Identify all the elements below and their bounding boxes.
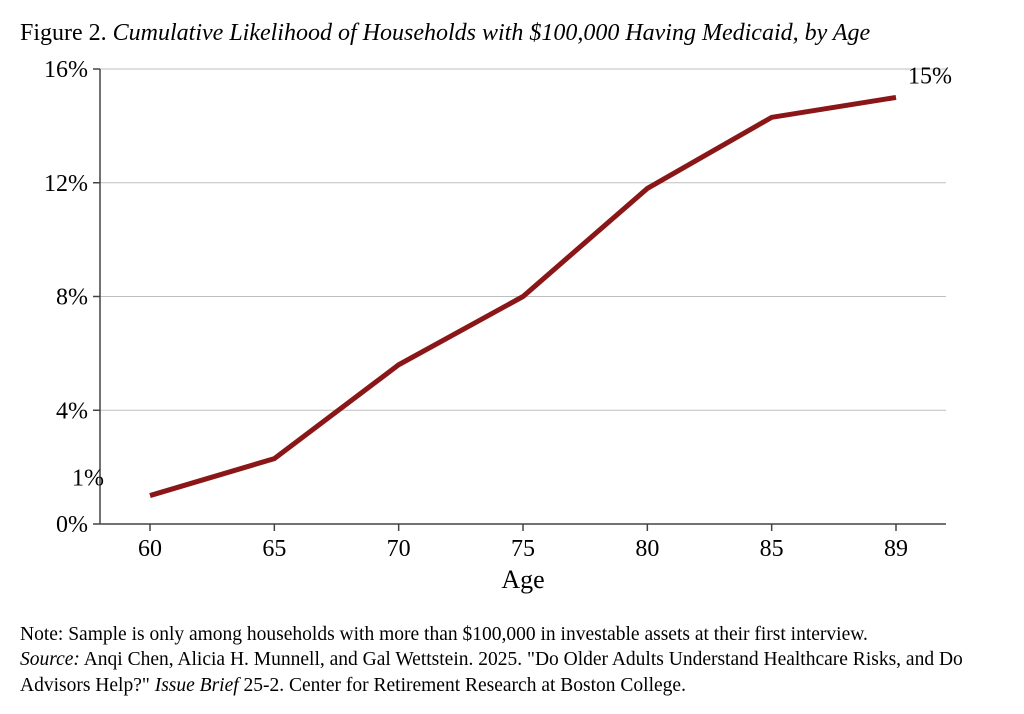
point-labels: 1% 15% [72, 64, 952, 492]
figure-notes: Note: Sample is only among households wi… [20, 622, 1004, 698]
source-tail: 25-2. Center for Retirement Research at … [239, 675, 686, 696]
chart-svg: 0% 4% 8% 12% 16% 60 65 70 75 80 85 89 1% 15% Age [20, 59, 1004, 599]
x-tick-label: 80 [635, 536, 659, 562]
line-chart: 0% 4% 8% 12% 16% 60 65 70 75 80 85 89 1% 15% Age [20, 59, 1004, 599]
x-tick-label: 65 [262, 536, 286, 562]
y-tick-label: 4% [56, 398, 88, 424]
point-label: 15% [908, 64, 952, 90]
x-tick-label: 89 [884, 536, 908, 562]
y-tick-label: 16% [44, 59, 88, 83]
y-tick-label: 12% [44, 171, 88, 197]
x-axis-label: Age [501, 565, 544, 594]
y-tick-label: 8% [56, 285, 88, 311]
x-tick-labels: 60 65 70 75 80 85 89 [138, 536, 908, 562]
note-line: Note: Sample is only among households wi… [20, 622, 1004, 647]
source-lead: Source: [20, 649, 80, 670]
source-line: Source: Anqi Chen, Alicia H. Munnell, an… [20, 647, 1004, 698]
figure-container: Figure 2. Cumulative Likelihood of House… [0, 0, 1024, 714]
y-tick-label: 0% [56, 512, 88, 538]
x-tick-label: 70 [387, 536, 411, 562]
point-label: 1% [72, 466, 104, 492]
gridlines [100, 69, 946, 410]
figure-title-text: Cumulative Likelihood of Households with… [113, 20, 870, 46]
figure-title: Figure 2. Cumulative Likelihood of House… [20, 18, 1004, 49]
x-tick-label: 85 [760, 536, 784, 562]
figure-number: Figure 2. [20, 20, 113, 46]
issue-brief: Issue Brief [155, 675, 239, 696]
x-tick-label: 60 [138, 536, 162, 562]
x-tick-label: 75 [511, 536, 535, 562]
